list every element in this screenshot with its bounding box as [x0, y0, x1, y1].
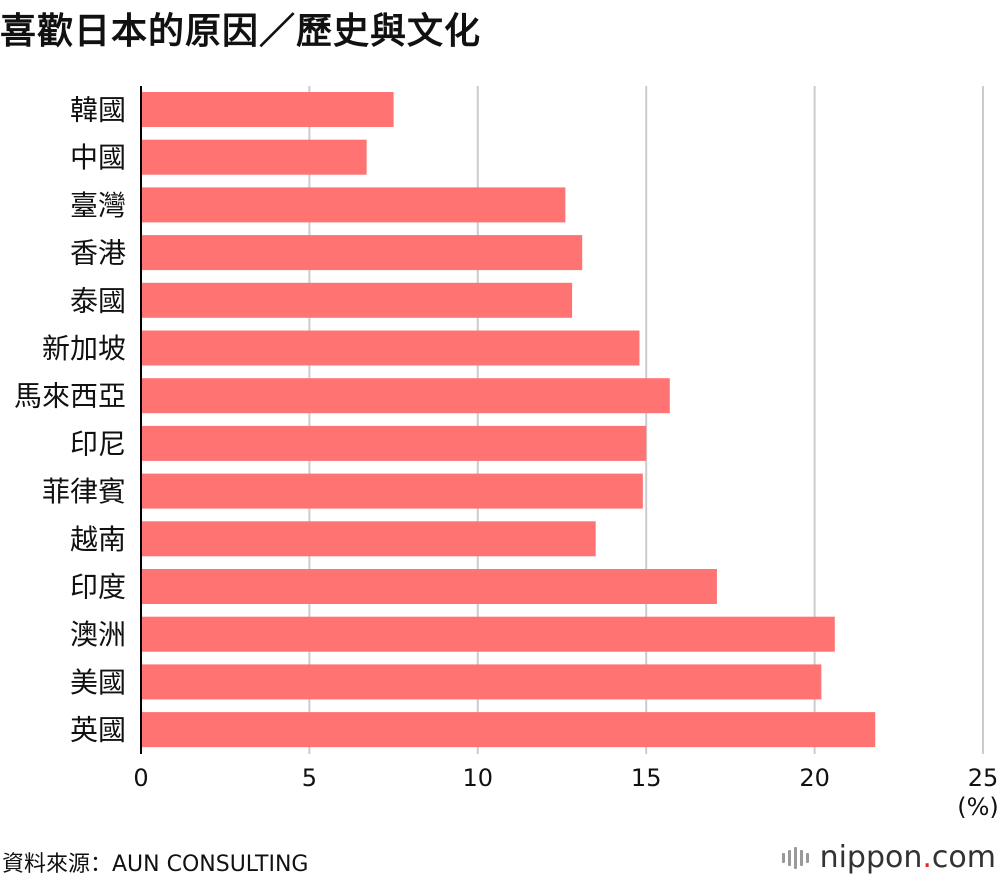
- bar-12: [141, 664, 822, 700]
- bar-10: [141, 569, 717, 604]
- category-label-2: 臺灣: [70, 189, 126, 222]
- bar-5: [141, 330, 640, 366]
- category-label-5: 新加坡: [42, 332, 126, 365]
- source-note: 資料來源：AUN CONSULTING: [2, 852, 309, 877]
- bar-0: [141, 92, 394, 127]
- category-label-6: 馬來西亞: [14, 380, 126, 413]
- category-label-3: 香港: [70, 237, 126, 270]
- logo-dot: .: [922, 840, 932, 875]
- category-label-4: 泰國: [70, 284, 126, 317]
- bar-13: [141, 712, 876, 748]
- category-label-8: 菲律賓: [42, 475, 126, 508]
- logo-name: nippon: [819, 840, 923, 875]
- unit-label: (%): [957, 793, 999, 821]
- category-label-1: 中國: [70, 141, 126, 174]
- category-label-12: 美國: [70, 666, 126, 699]
- bar-8: [141, 473, 643, 509]
- tick-label-20: 20: [799, 764, 830, 792]
- tick-label-0: 0: [133, 764, 148, 792]
- bar-11: [141, 616, 835, 652]
- logo-suffix: com: [931, 840, 996, 875]
- tick-label-10: 10: [463, 764, 494, 792]
- bar-9: [141, 521, 596, 557]
- category-label-10: 印度: [70, 571, 126, 604]
- category-label-13: 英國: [70, 714, 126, 747]
- bar-3: [141, 235, 583, 271]
- nippon-logo[interactable]: nippon. com: [781, 840, 996, 875]
- tick-label-15: 15: [631, 764, 662, 792]
- bar-2: [141, 187, 566, 223]
- bar-4: [141, 282, 573, 318]
- category-label-7: 印尼: [70, 427, 126, 460]
- category-label-0: 韓國: [70, 94, 126, 127]
- chart-title: 喜歡日本的原因／歷史與文化: [0, 11, 482, 52]
- tick-label-5: 5: [302, 764, 317, 792]
- category-label-11: 澳洲: [70, 618, 126, 651]
- bar-1: [141, 139, 367, 175]
- bar-6: [141, 378, 670, 414]
- category-label-9: 越南: [70, 523, 126, 556]
- bar-7: [141, 425, 647, 461]
- logo-mark-icon: [781, 846, 812, 869]
- tick-label-25: 25: [968, 764, 999, 792]
